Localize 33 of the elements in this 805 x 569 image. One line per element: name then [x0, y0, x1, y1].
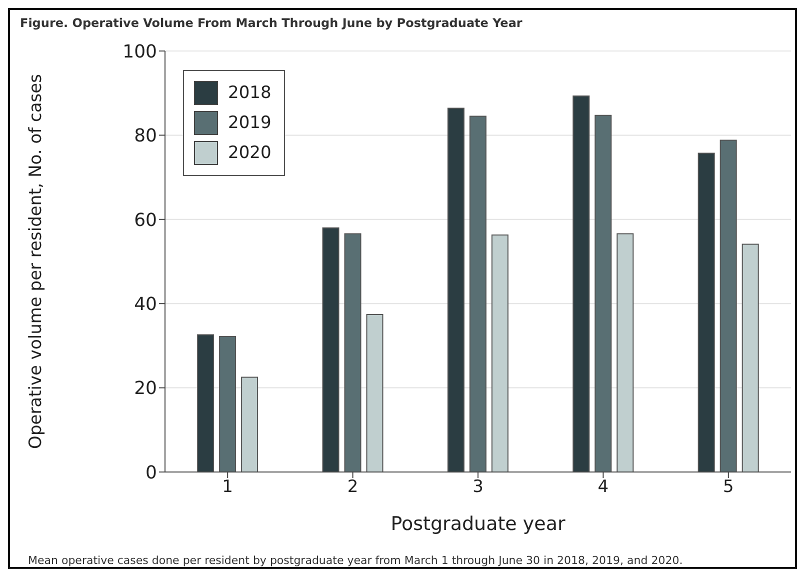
bar: [322, 227, 340, 472]
x-tick-label: 2: [347, 477, 358, 498]
x-tick-label: 4: [598, 477, 609, 498]
bar: [572, 96, 590, 472]
bar: [219, 336, 236, 472]
legend-label: 2018: [228, 83, 272, 103]
chart-title: Figure. Operative Volume From March Through June by Postgraduate Year: [20, 16, 522, 30]
y-tick-label: 40: [134, 294, 157, 315]
x-tick-label: 5: [722, 477, 734, 498]
bar: [720, 140, 737, 472]
legend-label: 2019: [228, 113, 272, 133]
y-axis-title: Operative volume per resident, No. of cases: [26, 74, 46, 449]
bar: [594, 114, 612, 472]
y-tick-label: 80: [134, 126, 157, 147]
y-tick-label: 60: [134, 210, 157, 231]
y-tick-label: 100: [122, 41, 157, 62]
text: Mean operative cases done per resident by postgraduate year from March 1 through June 30 in 2018, 2019, and 2020.: [28, 554, 683, 567]
legend-label: 2020: [228, 143, 272, 163]
bar: [447, 108, 464, 472]
bar: [491, 234, 508, 472]
x-tick-label: 1: [222, 477, 234, 498]
bar: [366, 314, 384, 472]
bar: [344, 233, 362, 472]
bar: [197, 334, 214, 472]
y-tick-label: 0: [146, 462, 157, 484]
y-tick-label: 20: [134, 378, 157, 400]
bar: [742, 244, 759, 472]
bar: [469, 116, 486, 472]
x-axis-title: Postgraduate year: [390, 513, 566, 535]
bar: [698, 152, 715, 472]
bar: [616, 233, 634, 472]
bar: [241, 376, 258, 472]
x-tick-label: 3: [472, 477, 484, 498]
